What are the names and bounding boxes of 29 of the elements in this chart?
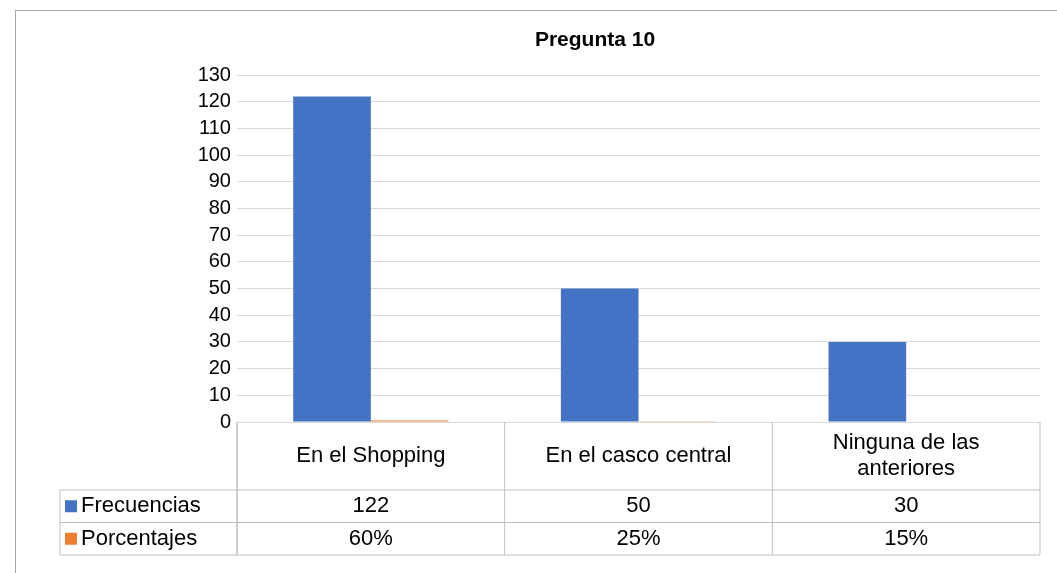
data-label: 50 — [626, 492, 651, 518]
bar — [560, 288, 639, 422]
x-tick-label: En el Shopping — [296, 442, 446, 468]
y-tick-label: 40 — [208, 302, 231, 325]
x-tick-label: Ninguna de las anteriores — [832, 429, 980, 481]
y-tick-label: 50 — [208, 276, 231, 299]
data-label: 15% — [884, 524, 929, 550]
data-label: 25% — [616, 524, 661, 550]
y-tick-label: 10 — [208, 382, 231, 405]
x-tick-label: En el casco central — [545, 442, 732, 468]
data-label: 30 — [893, 492, 919, 518]
y-tick-label: 90 — [208, 169, 231, 192]
y-tick-label: 20 — [208, 356, 231, 379]
bar — [828, 341, 907, 422]
y-tick-label: 100 — [197, 142, 231, 165]
y-tick-label: 110 — [199, 116, 231, 139]
y-tick-label: 0 — [219, 409, 231, 432]
y-tick-label: 30 — [208, 329, 231, 352]
legend-label: Porcentajes — [81, 524, 198, 550]
chart-title: Pregunta 10 — [534, 27, 656, 51]
y-tick-label: 130 — [197, 62, 231, 85]
y-tick-label: 120 — [197, 89, 231, 112]
bar — [293, 96, 371, 422]
y-tick-label: 80 — [208, 196, 231, 219]
y-tick-label: 70 — [208, 222, 231, 245]
data-label: 60% — [348, 524, 393, 550]
data-label: 122 — [352, 492, 390, 518]
y-tick-label: 60 — [208, 249, 231, 272]
legend-label: Frecuencias — [81, 492, 201, 518]
